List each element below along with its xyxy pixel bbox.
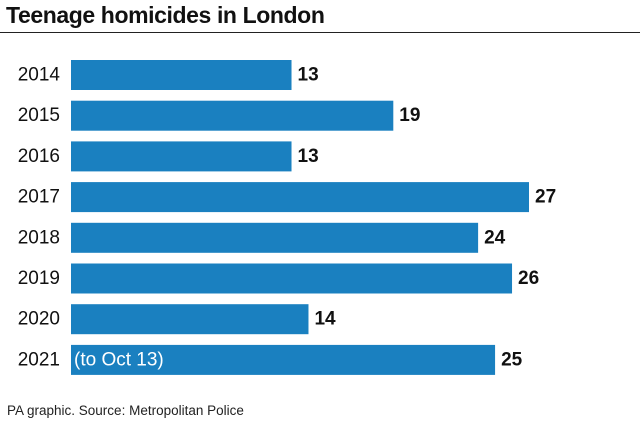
- value-label: 26: [518, 268, 539, 289]
- category-label: 2018: [18, 227, 60, 248]
- category-label: 2017: [18, 187, 60, 208]
- value-label: 13: [298, 65, 319, 86]
- category-label: 2015: [18, 105, 60, 126]
- value-label: 14: [314, 309, 336, 330]
- title-divider: [0, 32, 640, 33]
- category-label: 2016: [18, 146, 60, 167]
- value-label: 25: [501, 349, 523, 370]
- value-label: 19: [399, 105, 420, 126]
- category-label: 2020: [18, 309, 60, 330]
- bar: [71, 304, 309, 335]
- source-note: PA graphic. Source: Metropolitan Police: [7, 403, 244, 418]
- bar: [71, 60, 292, 90]
- chart-title: Teenage homicides in London: [6, 2, 325, 28]
- category-label: 2014: [18, 65, 61, 86]
- bar-annotation: (to Oct 13): [74, 349, 164, 370]
- category-label: 2021: [18, 349, 60, 370]
- bar: [71, 263, 513, 294]
- bar: [71, 182, 529, 213]
- bar: [71, 344, 496, 375]
- bar: [71, 100, 394, 131]
- value-label: 24: [484, 227, 506, 248]
- bar: [71, 222, 479, 253]
- value-label: 27: [535, 187, 556, 208]
- value-label: 13: [298, 146, 319, 167]
- category-label: 2019: [18, 268, 60, 289]
- bar: [71, 141, 292, 172]
